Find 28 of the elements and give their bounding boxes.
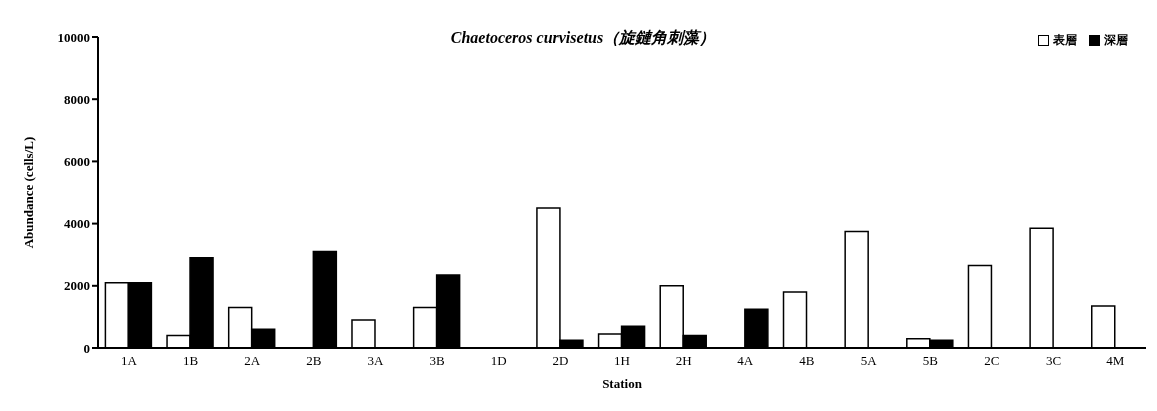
- y-tick-label: 8000: [64, 91, 90, 107]
- legend-label: 表層: [1052, 32, 1077, 49]
- x-tick-label: 1H: [614, 353, 630, 369]
- y-tick-label: 6000: [64, 154, 90, 170]
- x-tick-label: 3B: [429, 353, 445, 369]
- x-tick-label: 4M: [1106, 353, 1125, 369]
- legend-label: 深層: [1103, 32, 1128, 49]
- x-tick-label: 3A: [367, 353, 384, 369]
- y-tick-label: 2000: [64, 278, 90, 294]
- x-tick-label: 2C: [984, 353, 1000, 369]
- x-tick-label: 2A: [244, 353, 261, 369]
- y-tick-label: 10000: [57, 29, 90, 45]
- x-tick-label: 3C: [1045, 353, 1062, 369]
- x-tick-label: 1D: [490, 353, 507, 369]
- x-tick-label: 2D: [552, 353, 569, 369]
- x-tick-label: 1B: [182, 353, 199, 369]
- x-tick-label: 4A: [737, 353, 754, 369]
- x-tick-label: 5B: [922, 353, 939, 369]
- x-tick-label: 2B: [306, 353, 322, 369]
- x-tick-label: 1A: [120, 353, 138, 369]
- x-axis-title: Station: [602, 376, 643, 391]
- x-tick-label: 5A: [860, 353, 878, 369]
- y-axis-title: Abundance (cells/L): [20, 136, 36, 249]
- x-tick-label: 4B: [799, 353, 815, 369]
- y-tick-label: 4000: [64, 216, 90, 232]
- y-tick-label: 0: [83, 340, 90, 356]
- chart-title: Chaetoceros curvisetus（旋鏈角刺藻）: [450, 29, 716, 46]
- x-tick-label: 2H: [675, 353, 692, 369]
